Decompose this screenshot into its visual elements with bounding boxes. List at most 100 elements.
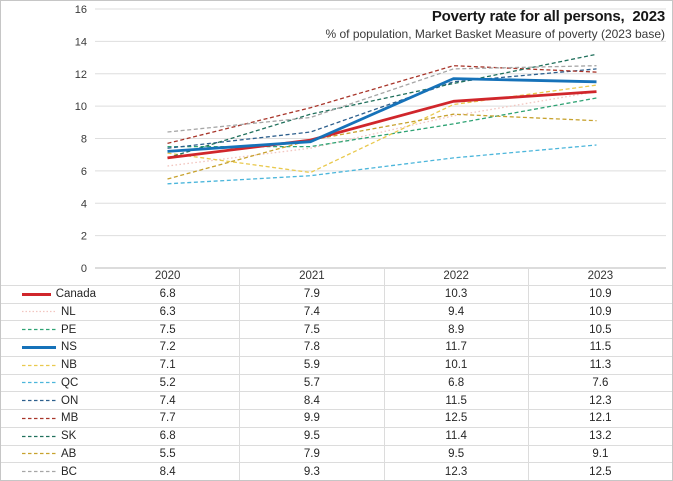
value-cell-MB-2023: 12.1 <box>527 410 672 427</box>
data-table: 2020 2021 2022 2023 Canada 6.8 7.9 10.3 10.9 NL 6.… <box>1 268 672 480</box>
y-axis-tick-label: 14 <box>75 36 87 48</box>
value-cell-Canada-2023: 10.9 <box>527 285 672 303</box>
value-cell-NL-2020: 6.3 <box>159 305 176 318</box>
legend-marker-ON <box>22 400 56 402</box>
value-cell-ON-2022: 11.5 <box>383 392 528 409</box>
y-axis-tick-label: 6 <box>81 166 87 178</box>
table-row-Canada: Canada 6.8 7.9 10.3 10.9 <box>1 285 672 304</box>
value-cell-AB-2023: 9.1 <box>527 445 672 463</box>
legend-cell-QC: QC <box>1 375 96 392</box>
legend-cell-NB: NB <box>1 357 96 374</box>
series-line-MB <box>167 65 597 145</box>
y-axis-tick-label: 2 <box>81 231 87 243</box>
series-line-QC <box>167 144 597 185</box>
legend-cell-SK: SK <box>1 428 96 445</box>
series-line-NB <box>167 84 597 174</box>
legend-marker-Canada <box>22 292 51 296</box>
series-line-AB <box>167 113 597 180</box>
table-row-MB: MB 7.7 9.9 12.5 12.1 <box>1 410 672 428</box>
legend-marker-NB <box>22 364 56 366</box>
legend-cell-PE: PE <box>1 321 96 338</box>
legend-cell-NL: NL <box>1 304 96 321</box>
series-label: SK <box>61 430 77 443</box>
legend-cell-BC: BC <box>1 463 96 480</box>
table-row-NB: NB 7.1 5.9 10.1 11.3 <box>1 356 672 375</box>
y-axis-tick-label: 12 <box>75 69 87 81</box>
value-cell-SK-2022: 11.4 <box>383 427 528 445</box>
series-label: QC <box>61 376 79 389</box>
value-cell-NL-2022: 9.4 <box>383 303 528 321</box>
y-axis-tick-label: 0 <box>81 263 87 275</box>
value-cell-MB-2021: 9.9 <box>239 410 383 427</box>
value-cell-PE-2023: 10.5 <box>527 321 672 338</box>
series-line-BC <box>167 65 597 133</box>
value-cell-BC-2022: 12.3 <box>383 463 528 480</box>
series-line-ON <box>167 68 597 149</box>
legend-marker-AB <box>22 453 56 455</box>
y-axis-tick-label: 4 <box>81 198 87 210</box>
value-cell-NL-2021: 7.4 <box>239 303 383 321</box>
value-cell-NS-2020: 7.2 <box>159 341 176 354</box>
series-line-NS <box>167 77 597 153</box>
value-cell-Canada-2020: 6.8 <box>159 288 176 301</box>
value-cell-Canada-2022: 10.3 <box>383 285 528 303</box>
value-cell-NB-2023: 11.3 <box>527 356 672 374</box>
y-axis-tick-label: 8 <box>81 134 87 146</box>
table-corner-cell <box>1 268 96 285</box>
value-cell-SK-2023: 13.2 <box>527 427 672 445</box>
year-column-header: 2022 <box>383 268 528 285</box>
series-line-NL <box>167 90 597 167</box>
series-line-Canada <box>167 90 597 160</box>
year-column-header: 2023 <box>527 268 672 285</box>
series-label: NS <box>61 341 77 354</box>
series-label: NL <box>61 305 76 318</box>
value-cell-Canada-2021: 7.9 <box>239 285 383 303</box>
value-cell-PE-2020: 7.5 <box>159 323 176 336</box>
value-cell-QC-2020: 5.2 <box>159 376 176 389</box>
value-cell-QC-2023: 7.6 <box>527 374 672 392</box>
value-cell-BC-2020: 8.4 <box>159 465 176 478</box>
series-label: ON <box>61 394 79 407</box>
series-label: PE <box>61 323 77 336</box>
legend-marker-MB <box>22 417 56 419</box>
series-label: AB <box>61 447 77 460</box>
value-cell-SK-2020: 6.8 <box>159 430 176 443</box>
value-cell-NS-2022: 11.7 <box>383 339 528 356</box>
legend-marker-NL <box>22 311 56 313</box>
legend-cell-MB: MB <box>1 410 96 427</box>
legend-cell-AB: AB <box>1 446 96 463</box>
legend-marker-SK <box>22 435 56 437</box>
table-row-SK: SK 6.8 9.5 11.4 13.2 <box>1 427 672 446</box>
value-cell-NS-2023: 11.5 <box>527 339 672 356</box>
table-row-QC: QC 5.2 5.7 6.8 7.6 <box>1 374 672 393</box>
legend-marker-NS <box>22 345 56 349</box>
series-label: NB <box>61 359 77 372</box>
value-cell-PE-2021: 7.5 <box>239 321 383 338</box>
table-row-ON: ON 7.4 8.4 11.5 12.3 <box>1 392 672 410</box>
value-cell-ON-2020: 7.4 <box>159 394 176 407</box>
value-cell-QC-2022: 6.8 <box>383 374 528 392</box>
table-row-BC: BC 8.4 9.3 12.3 12.5 <box>1 463 672 480</box>
legend-cell-Canada: Canada <box>1 286 96 303</box>
value-cell-NB-2021: 5.9 <box>239 356 383 374</box>
table-header-row: 2020 2021 2022 2023 <box>1 268 672 286</box>
legend-cell-ON: ON <box>1 392 96 409</box>
value-cell-ON-2021: 8.4 <box>239 392 383 409</box>
table-row-AB: AB 5.5 7.9 9.5 9.1 <box>1 445 672 464</box>
year-column-header: 2021 <box>239 268 383 285</box>
value-cell-BC-2023: 12.5 <box>527 463 672 480</box>
value-cell-MB-2020: 7.7 <box>159 412 176 425</box>
value-cell-NB-2020: 7.1 <box>159 359 176 372</box>
series-label: Canada <box>55 288 96 301</box>
series-line-PE <box>167 97 597 148</box>
value-cell-AB-2021: 7.9 <box>239 445 383 463</box>
value-cell-AB-2020: 5.5 <box>159 447 176 460</box>
legend-marker-PE <box>22 329 56 331</box>
series-line-SK <box>167 53 597 159</box>
value-cell-MB-2022: 12.5 <box>383 410 528 427</box>
value-cell-NL-2023: 10.9 <box>527 303 672 321</box>
value-cell-NS-2021: 7.8 <box>239 339 383 356</box>
value-cell-AB-2022: 9.5 <box>383 445 528 463</box>
